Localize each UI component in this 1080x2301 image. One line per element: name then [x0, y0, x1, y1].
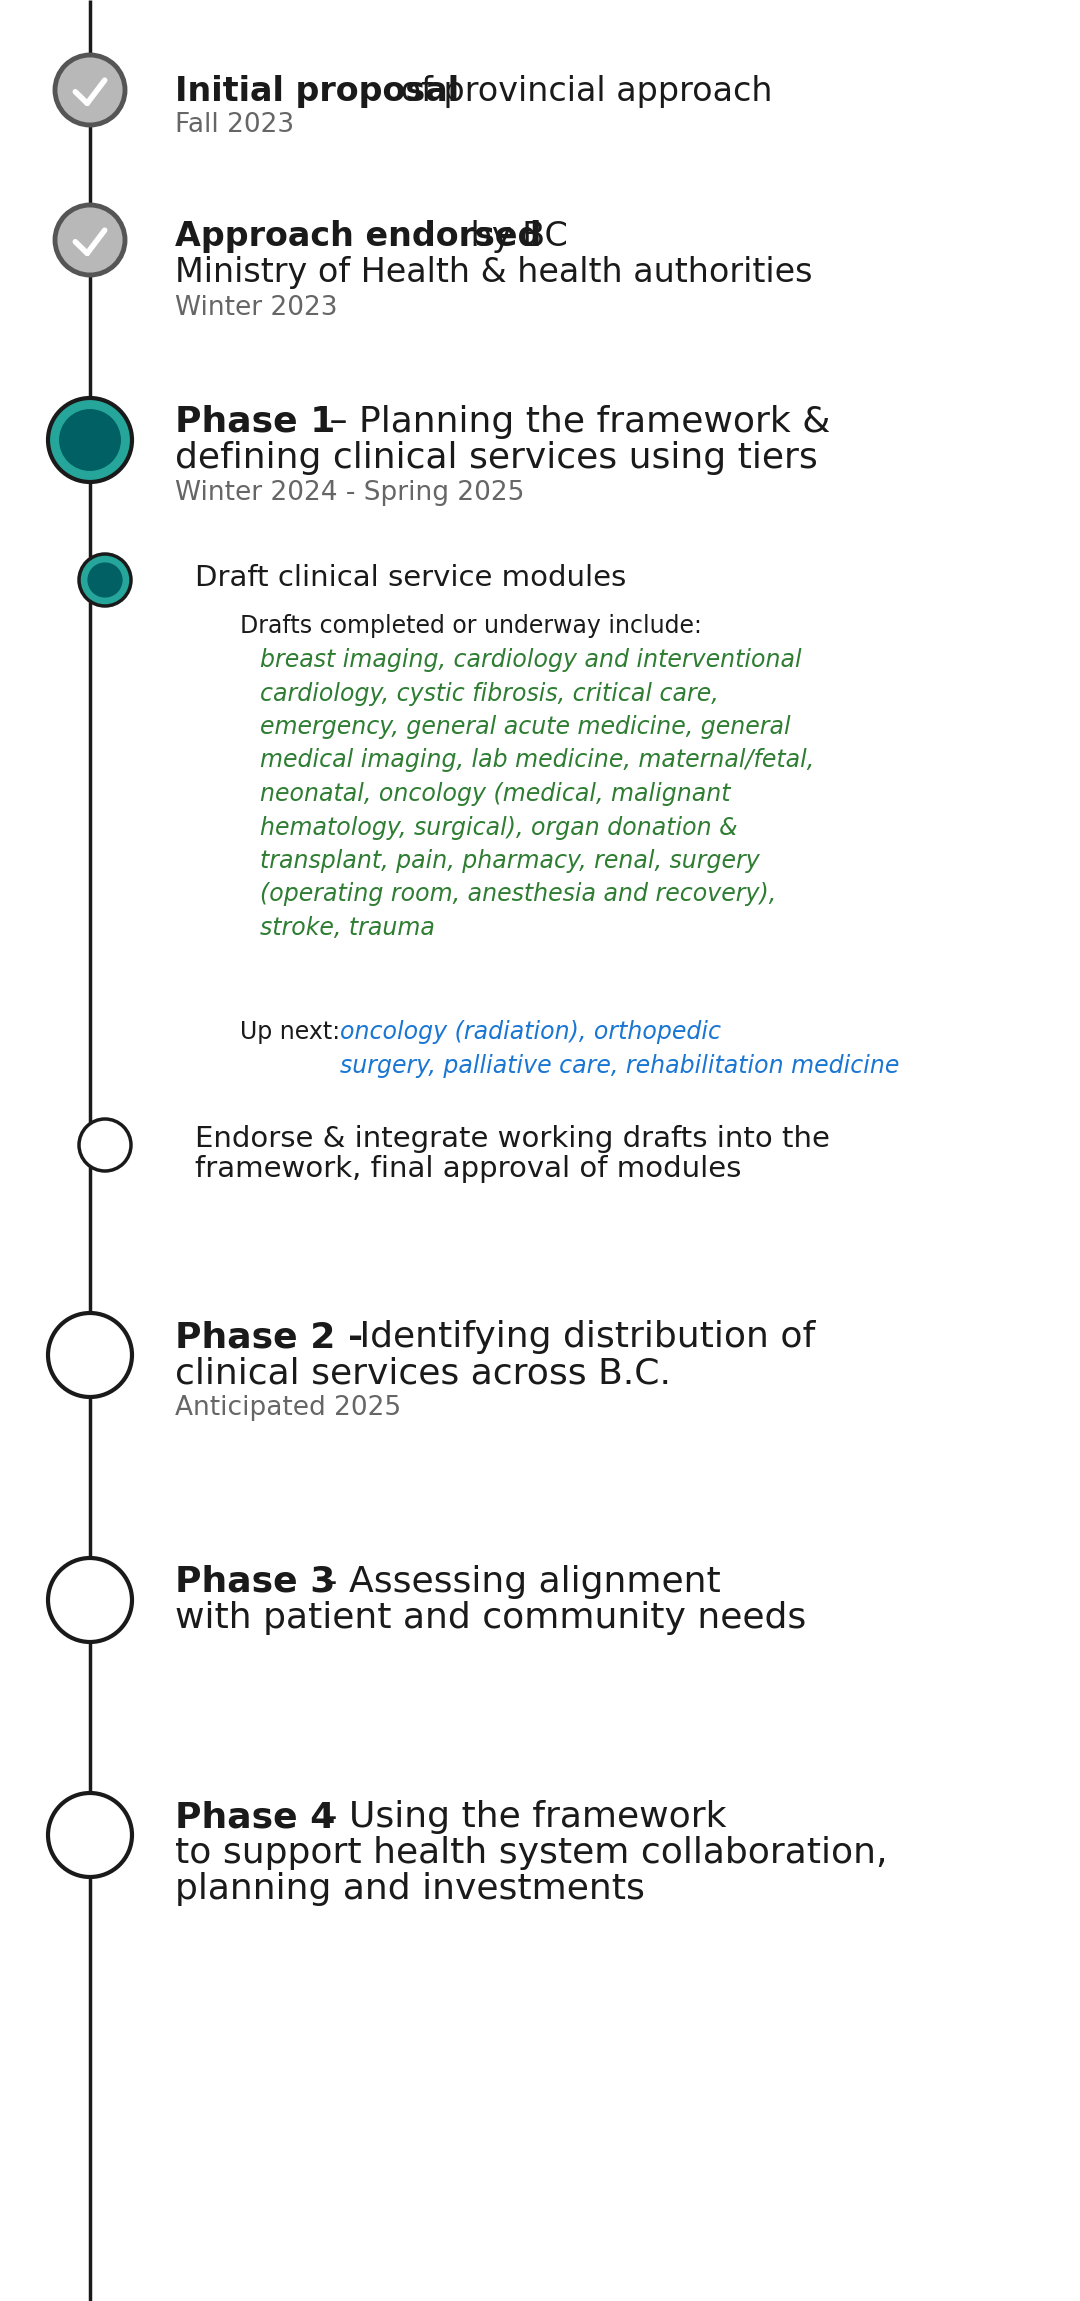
Text: Up next:: Up next: [240, 1019, 348, 1045]
Text: Ministry of Health & health authorities: Ministry of Health & health authorities [175, 255, 812, 290]
Text: framework, final approval of modules: framework, final approval of modules [195, 1155, 741, 1183]
Text: Phase 4: Phase 4 [175, 1799, 336, 1834]
Text: Identifying distribution of: Identifying distribution of [348, 1321, 815, 1353]
Circle shape [48, 1558, 132, 1643]
Text: Endorse & integrate working drafts into the: Endorse & integrate working drafts into … [195, 1125, 829, 1153]
Circle shape [48, 1792, 132, 1878]
Text: Approach endorsed: Approach endorsed [175, 221, 541, 253]
Text: Draft clinical service modules: Draft clinical service modules [195, 564, 626, 591]
Text: Winter 2024 - Spring 2025: Winter 2024 - Spring 2025 [175, 481, 525, 506]
Text: - Using the framework: - Using the framework [313, 1799, 727, 1834]
Text: breast imaging, cardiology and interventional
cardiology, cystic fibrosis, criti: breast imaging, cardiology and intervent… [260, 649, 814, 941]
Text: Phase 3: Phase 3 [175, 1565, 336, 1599]
Circle shape [79, 1118, 131, 1171]
Text: Phase 2 -: Phase 2 - [175, 1321, 363, 1353]
Text: Winter 2023: Winter 2023 [175, 295, 337, 322]
Text: planning and investments: planning and investments [175, 1873, 645, 1905]
Circle shape [79, 555, 131, 605]
Text: by BC: by BC [460, 221, 568, 253]
Text: Initial proposal: Initial proposal [175, 76, 459, 108]
Circle shape [59, 410, 120, 469]
Text: – Planning the framework &: – Planning the framework & [318, 405, 831, 439]
Circle shape [48, 398, 132, 481]
Text: Anticipated 2025: Anticipated 2025 [175, 1394, 401, 1422]
Text: of provincial approach: of provincial approach [390, 76, 772, 108]
Text: Drafts completed or underway include:: Drafts completed or underway include: [240, 614, 702, 637]
Text: with patient and community needs: with patient and community needs [175, 1601, 807, 1636]
Text: to support health system collaboration,: to support health system collaboration, [175, 1836, 888, 1871]
Text: oncology (radiation), orthopedic
surgery, palliative care, rehabilitation medici: oncology (radiation), orthopedic surgery… [340, 1019, 900, 1077]
Text: Fall 2023: Fall 2023 [175, 113, 294, 138]
Circle shape [89, 564, 122, 596]
Text: defining clinical services using tiers: defining clinical services using tiers [175, 442, 818, 474]
Circle shape [48, 1314, 132, 1397]
Text: Phase 1: Phase 1 [175, 405, 336, 439]
Text: clinical services across B.C.: clinical services across B.C. [175, 1355, 671, 1390]
Text: - Assessing alignment: - Assessing alignment [313, 1565, 720, 1599]
Circle shape [55, 55, 125, 124]
Circle shape [55, 205, 125, 276]
